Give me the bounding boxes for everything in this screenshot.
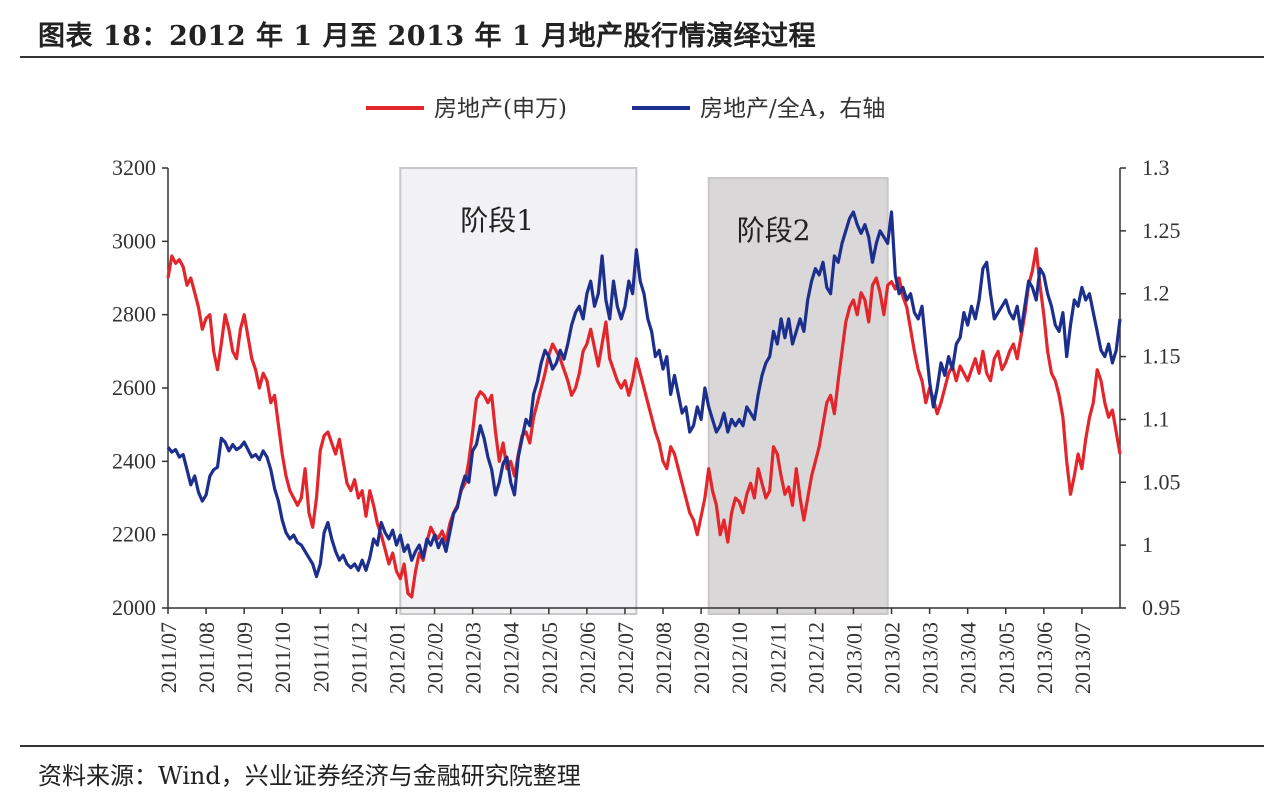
x-tick-label: 2012/03 (461, 622, 486, 694)
x-tick-label: 2012/09 (689, 622, 714, 694)
x-tick-label: 2012/04 (499, 622, 524, 694)
x-tick-label: 2011/12 (346, 622, 371, 693)
x-tick-label: 2012/11 (765, 622, 790, 693)
x-tick-label: 2013/07 (1070, 622, 1095, 694)
x-tick-label: 2012/01 (384, 622, 409, 694)
x-tick-label: 2012/05 (537, 622, 562, 694)
title-rule (20, 56, 1264, 58)
x-tick-label: 2012/02 (423, 622, 448, 694)
x-tick-label: 2013/02 (880, 622, 905, 694)
y-left-tick-label: 3000 (112, 228, 156, 253)
series-line-2 (166, 210, 1122, 579)
x-tick-label: 2012/08 (651, 622, 676, 694)
chart-axes: 3200 3000 2800 2600 2400 2200 2000 1.3 1.25 1.2 1.… (112, 155, 1181, 694)
x-tick-label: 2012/06 (575, 622, 600, 694)
x-tick-label: 2011/07 (156, 622, 181, 693)
x-tick-label: 2013/04 (956, 622, 981, 694)
series-line-1 (166, 247, 1122, 599)
x-tick-label: 2012/12 (803, 622, 828, 694)
x-tick-label: 2013/06 (1032, 622, 1057, 694)
x-tick-label: 2011/11 (308, 622, 333, 692)
stage-box-2 (707, 177, 889, 615)
y-left-tick-label: 2000 (112, 595, 156, 620)
stage-label-2: 阶段2 (737, 214, 811, 247)
source-rule (20, 745, 1264, 747)
x-tick-label: 2011/09 (232, 622, 257, 693)
x-tick-label: 2013/01 (841, 622, 866, 694)
y-left-tick-label: 3200 (112, 155, 156, 180)
y-right-tick-label: 1.2 (1142, 281, 1170, 306)
y-right-tick-label: 1.15 (1142, 344, 1181, 369)
chart-series (166, 210, 1122, 599)
y-right-tick-label: 1.05 (1142, 469, 1181, 494)
x-tick-label: 2012/07 (613, 622, 638, 694)
y-left-tick-label: 2600 (112, 375, 156, 400)
stage-label-1: 阶段1 (460, 204, 534, 237)
x-tick-label: 2013/03 (918, 622, 943, 694)
stage-highlights: 阶段1 阶段2 (399, 167, 889, 615)
x-tick-label: 2011/08 (194, 622, 219, 693)
y-right-tick-label: 1.3 (1142, 155, 1170, 180)
y-right-tick-label: 1 (1142, 532, 1153, 557)
y-left-tick-label: 2200 (112, 522, 156, 547)
x-tick-label: 2011/10 (270, 622, 295, 693)
x-tick-label: 2013/05 (994, 622, 1019, 694)
stage-box-1 (399, 167, 638, 615)
source-note: 资料来源：Wind，兴业证券经济与金融研究院整理 (38, 762, 581, 790)
y-right-tick-label: 1.1 (1142, 406, 1170, 431)
x-tick-label: 2012/10 (727, 622, 752, 694)
y-left-tick-label: 2400 (112, 448, 156, 473)
legend-entry-1: 房地产(申万) (434, 96, 567, 122)
y-left-tick-label: 2800 (112, 302, 156, 327)
y-right-tick-label: 0.95 (1142, 595, 1181, 620)
chart-title: 图表 18：2012 年 1 月至 2013 年 1 月地产股行情演绎过程 (38, 21, 817, 52)
y-right-tick-label: 1.25 (1142, 218, 1181, 243)
legend-entry-2: 房地产/全A，右轴 (700, 96, 885, 122)
chart-legend: 房地产(申万) 房地产/全A，右轴 (366, 96, 885, 122)
